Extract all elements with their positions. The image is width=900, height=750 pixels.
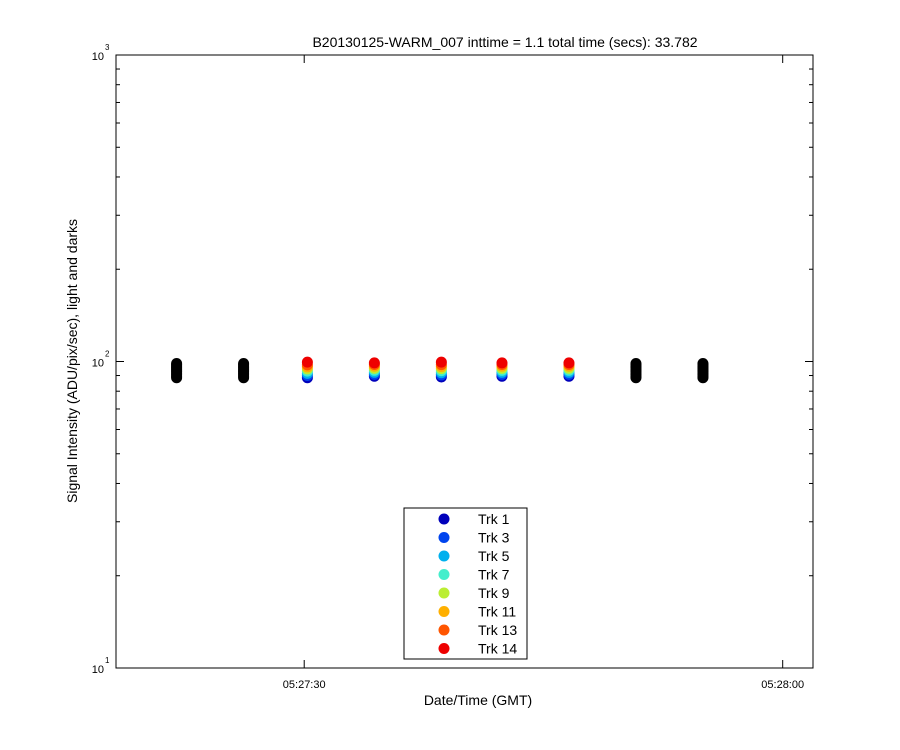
chart-title: B20130125-WARM_007 inttime = 1.1 total t… [312, 34, 697, 50]
legend-label: Trk 11 [478, 604, 516, 620]
legend: Trk 1 Trk 3 Trk 5 Trk 7 Trk 9 Trk 11 Trk 13 Trk… [403, 507, 528, 660]
dark-frame-point [630, 358, 642, 370]
data-point [368, 357, 380, 369]
y-tick-exponent: 3 [105, 43, 110, 52]
data-point [301, 356, 313, 368]
legend-marker [438, 606, 450, 617]
y-minor-ticks [116, 68, 813, 577]
y-tick-label: 10 [92, 664, 104, 676]
series-points [301, 356, 575, 384]
dark-frame-point [238, 358, 250, 370]
legend-marker [438, 587, 450, 599]
legend-marker [438, 643, 450, 654]
x-tick-label: 05:27:30 [283, 679, 326, 691]
legend-marker [438, 550, 450, 562]
y-axis-label: Signal Intensity (ADU/pix/sec), light an… [64, 219, 80, 503]
data-point [563, 357, 575, 369]
legend-label: Trk 1 [478, 511, 510, 527]
data-point [435, 356, 447, 368]
legend-label: Trk 14 [478, 641, 517, 657]
legend-marker [438, 569, 450, 580]
legend-label: Trk 5 [478, 548, 510, 564]
dark-frame-point [697, 358, 709, 370]
x-axis-ticks: 05:27:30 05:28:00 [283, 55, 804, 691]
x-tick-label: 05:28:00 [761, 679, 804, 691]
dark-frame-points [171, 358, 709, 384]
y-tick-exponent: 2 [105, 350, 110, 359]
y-tick-exponent: 1 [105, 656, 110, 665]
legend-marker [438, 513, 450, 525]
legend-label: Trk 9 [478, 585, 510, 601]
y-tick-label: 10 [92, 358, 104, 370]
legend-marker [438, 532, 450, 543]
legend-marker [438, 624, 450, 636]
legend-label: Trk 7 [478, 567, 510, 583]
legend-box [403, 507, 528, 660]
dark-frame-point [171, 358, 183, 370]
legend-label: Trk 3 [478, 530, 510, 546]
data-point [496, 357, 508, 369]
x-axis-label: Date/Time (GMT) [424, 692, 532, 708]
y-tick-label: 10 [92, 51, 104, 63]
legend-label: Trk 13 [478, 622, 517, 638]
